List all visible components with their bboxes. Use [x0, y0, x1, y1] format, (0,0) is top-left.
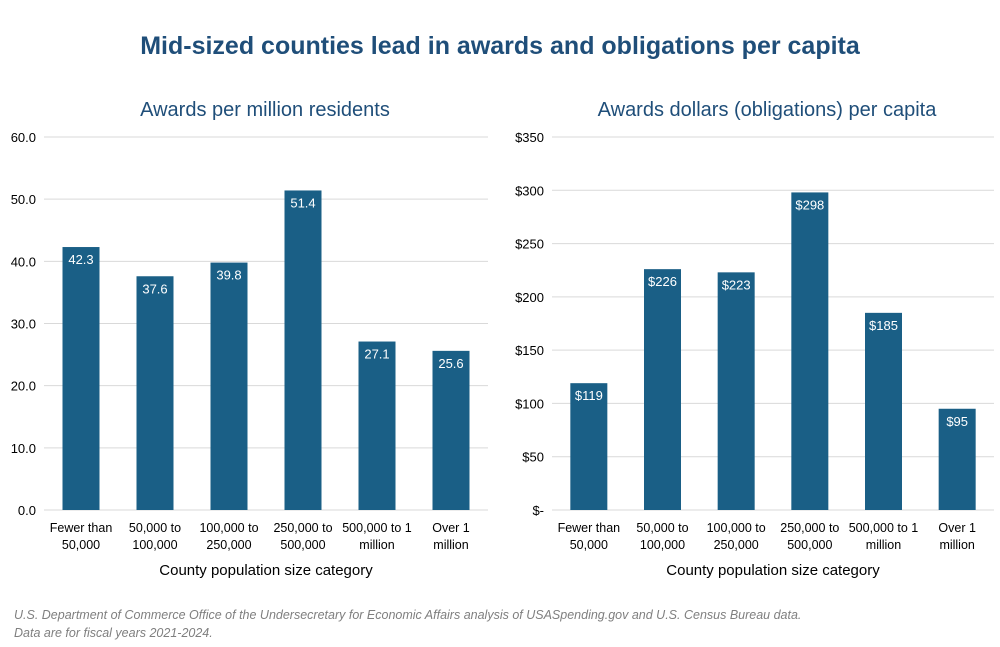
- data-label: 27.1: [364, 347, 389, 362]
- x-tick-label: 250,000 to: [780, 521, 839, 535]
- y-tick-label: 30.0: [11, 317, 36, 332]
- data-label: $185: [869, 318, 898, 333]
- x-tick-label: million: [359, 538, 394, 552]
- y-tick-label: $-: [532, 503, 544, 518]
- x-tick-label: 100,000 to: [199, 521, 258, 535]
- x-tick-label: Over 1: [938, 521, 976, 535]
- chart-svg: $- $50 $100 $150 $200 $250 $300 $350 $119 Fewer t…: [515, 130, 994, 579]
- x-tick-label: 500,000: [787, 538, 832, 552]
- y-tick-label: 40.0: [11, 254, 36, 269]
- x-tick-label: 50,000 to: [636, 521, 688, 535]
- y-tick-label: $300: [515, 183, 544, 198]
- bar: [210, 262, 248, 510]
- main-title: Mid-sized counties lead in awards and ob…: [140, 32, 860, 60]
- data-label: $298: [795, 197, 824, 212]
- x-tick-label: 500,000 to 1: [849, 521, 919, 535]
- y-tick-label: 50.0: [11, 192, 36, 207]
- y-tick-label: $50: [522, 450, 544, 465]
- x-tick-label: 50,000 to: [129, 521, 181, 535]
- bar: [791, 192, 829, 510]
- x-tick-label: million: [939, 538, 974, 552]
- source-note: U.S. Department of Commerce Office of th…: [14, 608, 802, 622]
- data-label: 39.8: [216, 268, 241, 283]
- x-tick-label: Fewer than: [558, 521, 621, 535]
- bar: [644, 269, 681, 510]
- y-tick-label: 10.0: [11, 441, 36, 456]
- data-label: $226: [648, 274, 677, 289]
- data-label: $119: [575, 388, 603, 403]
- x-tick-label: Fewer than: [50, 521, 113, 535]
- data-label: 25.6: [438, 356, 463, 371]
- bar: [938, 408, 976, 510]
- data-label: 37.6: [142, 281, 167, 296]
- bar: [136, 276, 174, 510]
- bar: [62, 247, 100, 510]
- bar: [432, 350, 470, 510]
- chart-svg: 0.0 10.0 20.0 30.0 40.0 50.0 60.0 42.3 Fewer tha…: [11, 130, 488, 579]
- chart-dollars-per-capita: Awards dollars (obligations) per capita …: [500, 0, 1000, 600]
- chart-title: Awards per million residents: [140, 99, 390, 121]
- x-axis-title: County population size category: [159, 562, 373, 579]
- bar: [358, 341, 396, 510]
- bar: [717, 272, 755, 510]
- x-tick-label: 250,000: [714, 538, 759, 552]
- y-tick-label: $350: [515, 130, 544, 145]
- y-tick-label: 20.0: [11, 379, 36, 394]
- data-label: $223: [722, 277, 751, 292]
- x-tick-label: million: [866, 538, 901, 552]
- x-tick-label: 500,000: [280, 538, 325, 552]
- y-tick-label: $200: [515, 290, 544, 305]
- y-tick-label: 60.0: [11, 130, 36, 145]
- x-axis-title: County population size category: [666, 562, 880, 579]
- bar: [570, 383, 608, 510]
- fiscal-years-note: Data are for fiscal years 2021-2024.: [14, 626, 213, 640]
- x-tick-label: 50,000: [62, 538, 100, 552]
- x-tick-label: 100,000 to: [707, 521, 766, 535]
- x-tick-label: 500,000 to 1: [342, 521, 412, 535]
- x-tick-label: 250,000: [206, 538, 251, 552]
- bar: [284, 190, 322, 511]
- y-tick-label: $150: [515, 343, 544, 358]
- x-tick-label: Over 1: [432, 521, 470, 535]
- x-tick-label: 100,000: [640, 538, 685, 552]
- x-tick-label: 50,000: [570, 538, 608, 552]
- data-label: $95: [946, 414, 968, 429]
- chart-awards-per-million: Awards per million residents 0.0 10.0 20.0…: [0, 0, 500, 600]
- y-tick-label: $250: [515, 237, 544, 252]
- data-label: 42.3: [68, 252, 93, 267]
- chart-title: Awards dollars (obligations) per capita: [597, 99, 937, 121]
- bar: [865, 312, 902, 510]
- x-tick-label: 250,000 to: [273, 521, 332, 535]
- y-tick-label: $100: [515, 396, 544, 411]
- x-tick-label: million: [433, 538, 468, 552]
- data-label: 51.4: [290, 195, 315, 210]
- y-tick-label: 0.0: [18, 503, 36, 518]
- x-tick-label: 100,000: [132, 538, 177, 552]
